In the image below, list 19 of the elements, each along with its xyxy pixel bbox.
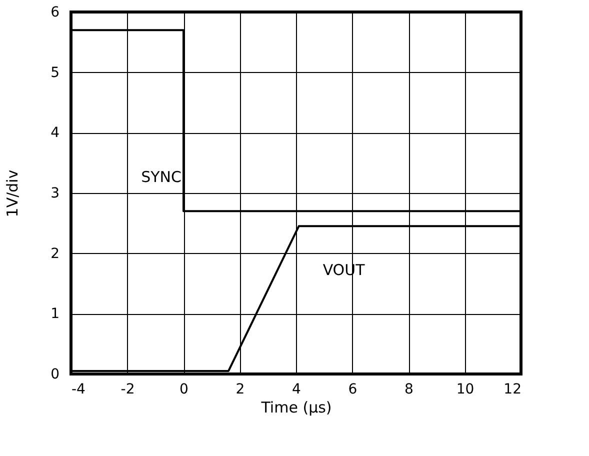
y-tick-label: 2 [50, 246, 60, 262]
x-tick-label: 8 [404, 382, 414, 398]
series-label: SYNC [141, 168, 182, 186]
x-axis-title: Time (µs) [260, 398, 332, 416]
y-axis-title: 1V/div [4, 170, 22, 218]
x-tick-label: -4 [72, 382, 86, 398]
y-tick-label: 6 [50, 4, 60, 20]
x-tick-label: 2 [236, 382, 245, 398]
y-tick-label: 0 [50, 366, 60, 382]
x-tick-label: -2 [120, 382, 135, 398]
x-tick-label: 10 [456, 382, 474, 398]
x-tick-label: 0 [180, 382, 188, 398]
x-tick-label: 12 [504, 382, 522, 398]
x-tick-label: 6 [348, 382, 358, 398]
y-tick-label: 1 [50, 306, 60, 322]
y-tick-label: 5 [50, 64, 60, 81]
x-tick-label: 4 [292, 382, 302, 398]
y-tick-label: 4 [50, 125, 60, 142]
y-tick-label: 3 [50, 186, 60, 202]
